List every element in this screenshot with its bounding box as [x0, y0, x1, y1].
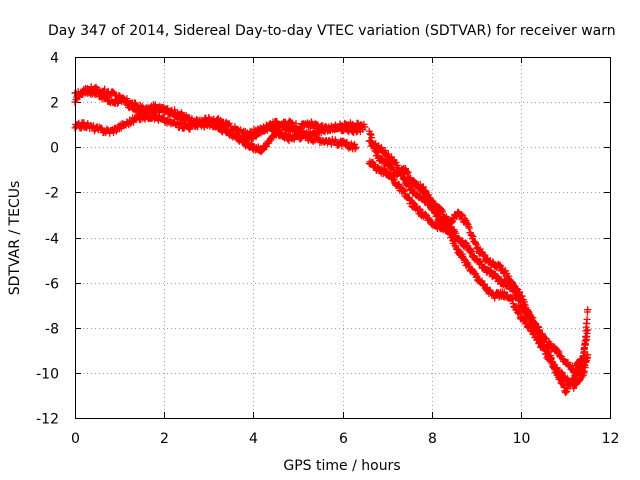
y-axis-label: SDTVAR / TECUs [7, 181, 23, 296]
data-point [352, 143, 360, 151]
x-tick-label: 4 [249, 431, 258, 447]
data-point [270, 122, 278, 130]
data-point [583, 315, 591, 323]
data-point [516, 308, 524, 316]
data-point [123, 97, 131, 105]
y-tick-label: -4 [45, 232, 59, 248]
data-point [584, 306, 592, 314]
data-point [545, 347, 553, 355]
y-tick-label: -10 [36, 367, 59, 383]
y-tick-label: 0 [50, 141, 59, 157]
data-point [80, 119, 88, 127]
data-point [296, 125, 304, 133]
data-point [177, 120, 185, 128]
y-tick-label: -2 [45, 186, 59, 202]
x-tick-label: 10 [513, 431, 531, 447]
x-tick-label: 0 [71, 431, 80, 447]
data-points [71, 83, 592, 397]
data-point [127, 100, 135, 108]
data-point [97, 124, 105, 132]
data-point [518, 292, 526, 300]
chart-title: Day 347 of 2014, Sidereal Day-to-day VTE… [48, 23, 616, 39]
x-axis-label: GPS time / hours [283, 458, 400, 474]
y-tick-label: -8 [45, 322, 59, 338]
data-point [297, 124, 305, 132]
data-point [292, 120, 300, 128]
x-tick-label: 12 [602, 431, 620, 447]
series-trace-c [71, 110, 369, 140]
data-point [313, 120, 321, 128]
grid [75, 57, 610, 418]
axis-ticks: 0 2 4 6 8 10 12 4 2 0 -2 -4 -6 -8 -10 -12 [36, 51, 619, 448]
data-point [361, 123, 369, 131]
y-tick-label: 4 [50, 51, 59, 67]
x-tick-label: 8 [428, 431, 437, 447]
data-point [310, 124, 318, 132]
y-tick-label: -6 [45, 277, 59, 293]
series-trace-f [365, 158, 592, 397]
plot-frame [75, 57, 611, 419]
data-point [316, 126, 324, 134]
data-point [143, 110, 151, 118]
data-point [176, 119, 184, 127]
x-tick-label: 6 [339, 431, 348, 447]
y-tick-label: 2 [50, 96, 59, 112]
x-tick-label: 2 [160, 431, 169, 447]
data-point [164, 104, 172, 112]
data-point [115, 91, 123, 99]
data-point [163, 105, 171, 113]
data-point [126, 99, 134, 107]
y-tick-label: -12 [36, 412, 59, 428]
data-point [584, 351, 592, 359]
